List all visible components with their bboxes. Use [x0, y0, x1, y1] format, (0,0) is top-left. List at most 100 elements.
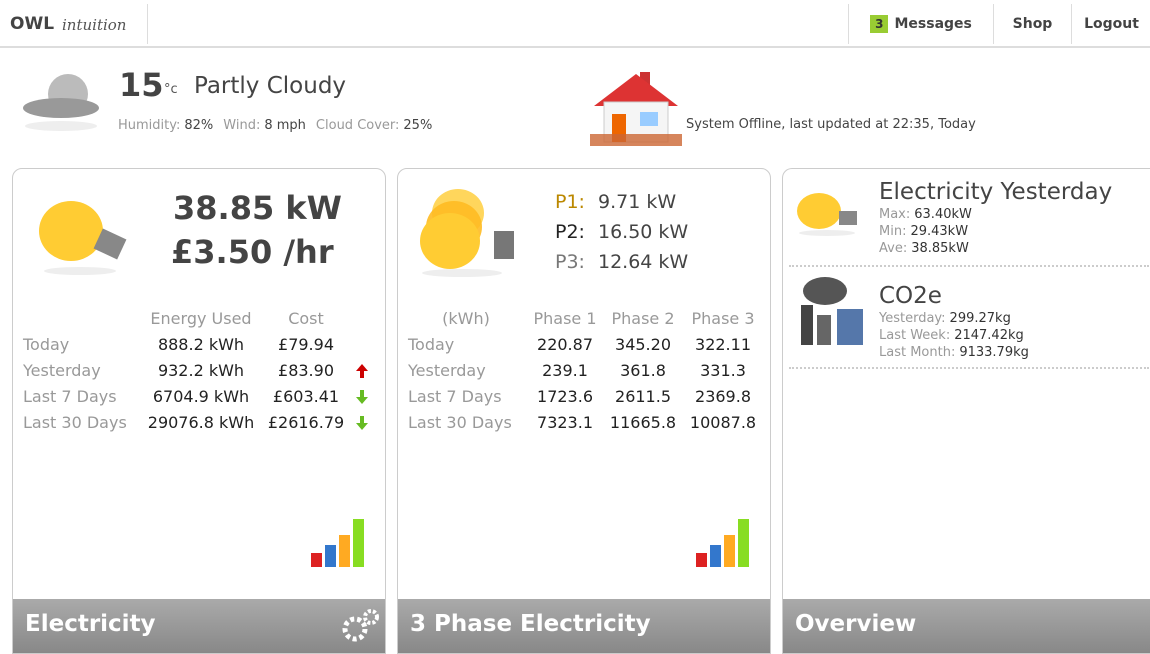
trend-arrow — [356, 390, 368, 404]
stat-label: Min: — [879, 224, 907, 239]
row-label: Yesterday — [408, 361, 486, 380]
column-header: Phase 1 — [533, 309, 597, 328]
bulbs-icon — [420, 189, 514, 277]
messages-link[interactable]: 3 Messages — [848, 4, 993, 44]
settings-icon[interactable] — [341, 607, 381, 643]
cell: 11665.8 — [609, 413, 677, 432]
phase-value: 16.50 kW — [598, 221, 689, 243]
detail-label: Wind: — [223, 118, 261, 133]
messages-label: Messages — [894, 16, 972, 32]
column-header: (kWh) — [442, 309, 490, 328]
stat-row: Min: 29.43kW — [879, 224, 968, 239]
row-label: Yesterday — [23, 361, 101, 380]
system-status: System Offline, last updated at 22:35, T… — [686, 117, 976, 132]
logout-label: Logout — [1084, 16, 1139, 32]
phase-label: P3: — [555, 251, 585, 273]
temperature: 15 — [119, 66, 164, 104]
detail-value: 25% — [403, 118, 433, 133]
cell: 6704.9 kWh — [152, 387, 250, 406]
logo-brand: OWL — [10, 14, 55, 34]
stat-value: 29.43kW — [910, 224, 969, 239]
row-label: Last 7 Days — [408, 387, 502, 406]
row-label: Today — [23, 335, 70, 354]
stat-value: 9133.79kg — [959, 345, 1029, 360]
row-label: Last 7 Days — [23, 387, 117, 406]
stat-label: Last Month: — [879, 345, 956, 360]
phase-label: P2: — [555, 221, 585, 243]
cell: 2611.5 — [615, 387, 671, 406]
cell: £83.90 — [278, 361, 334, 380]
detail-value: 8 mph — [264, 118, 306, 133]
cell: 10087.8 — [689, 413, 757, 432]
section-title: CO2e — [879, 283, 942, 309]
trend-arrow — [356, 364, 368, 378]
stat-label: Max: — [879, 207, 911, 222]
bulb-icon — [797, 193, 857, 236]
stat-value: 63.40kW — [914, 207, 972, 222]
column-header: Energy Used — [150, 309, 252, 328]
row-label: Today — [408, 335, 455, 354]
row-label: Last 30 Days — [408, 413, 512, 432]
cell: 220.87 — [537, 335, 593, 354]
panel-footer: Electricity — [13, 599, 385, 653]
house-icon — [590, 72, 682, 146]
cell: £2616.79 — [267, 413, 345, 432]
cell: £603.41 — [272, 387, 340, 406]
bulb-icon — [39, 201, 127, 275]
phase-value: 12.64 kW — [598, 251, 689, 273]
stat-row: Last Week: 2147.42kg — [879, 328, 1024, 343]
column-header: Phase 3 — [691, 309, 755, 328]
detail-label: Cloud Cover: — [315, 118, 400, 133]
stat-value: 2147.42kg — [954, 328, 1024, 343]
messages-count: 3 — [870, 15, 889, 33]
weather-details: Humidity: 82% Wind: 8 mph Cloud Cover: 25% — [118, 118, 442, 133]
cell: 322.11 — [695, 335, 751, 354]
panel-footer: 3 Phase Electricity — [398, 599, 770, 653]
footer-title[interactable]: Overview — [795, 611, 917, 637]
panel-footer: Overview — [783, 599, 1150, 653]
footer-title[interactable]: 3 Phase Electricity — [410, 611, 651, 637]
stat-row: Yesterday: 299.27kg — [879, 311, 1011, 326]
stat-row: Max: 63.40kW — [879, 207, 972, 222]
detail-value: 82% — [184, 118, 214, 133]
row-label: Last 30 Days — [23, 413, 127, 432]
overview-panel: Electricity Yesterday Max: 63.40kW Min: 29.… — [782, 168, 1150, 654]
cell: 29076.8 kWh — [147, 413, 255, 432]
bars-icon — [311, 519, 364, 567]
stat-label: Yesterday: — [879, 311, 946, 326]
shop-label: Shop — [1012, 16, 1053, 32]
phase-label: P1: — [555, 191, 585, 213]
cell: 7323.1 — [537, 413, 593, 432]
cell: 888.2 kWh — [157, 335, 245, 354]
weather-condition: Partly Cloudy — [194, 73, 347, 99]
power: 38.85 kW — [173, 189, 342, 227]
cell: 361.8 — [620, 361, 666, 380]
temperature-unit: °c — [164, 82, 178, 97]
stat-value: 38.85kW — [911, 241, 969, 256]
trend-arrow — [356, 416, 368, 430]
detail-label: Humidity: — [118, 118, 181, 133]
logo-product: intuition — [62, 16, 127, 34]
logout-link[interactable]: Logout — [1071, 4, 1150, 44]
bars-icon — [696, 519, 749, 567]
weather-icon — [23, 74, 99, 131]
stat-row: Last Month: 9133.79kg — [879, 345, 1029, 360]
section-title: Electricity Yesterday — [879, 179, 1113, 205]
footer-title[interactable]: Electricity — [25, 611, 156, 637]
cell: 1723.6 — [537, 387, 593, 406]
co2-icon — [801, 277, 863, 345]
phase-value: 9.71 kW — [598, 191, 677, 213]
cell: £79.94 — [278, 335, 334, 354]
cell: 2369.8 — [695, 387, 751, 406]
stat-value: 299.27kg — [949, 311, 1011, 326]
cost-rate: £3.50 /hr — [171, 233, 334, 271]
separator — [789, 367, 1149, 369]
divider — [147, 4, 148, 44]
cell: 331.3 — [700, 361, 746, 380]
top-bar: OWL intuition 3 Messages Shop Logout — [0, 0, 1150, 48]
column-header: Cost — [288, 309, 324, 328]
stat-label: Last Week: — [879, 328, 951, 343]
shop-link[interactable]: Shop — [993, 4, 1071, 44]
electricity-panel: 38.85 kW £3.50 /hr Energy Used Cost Today 8… — [12, 168, 386, 654]
